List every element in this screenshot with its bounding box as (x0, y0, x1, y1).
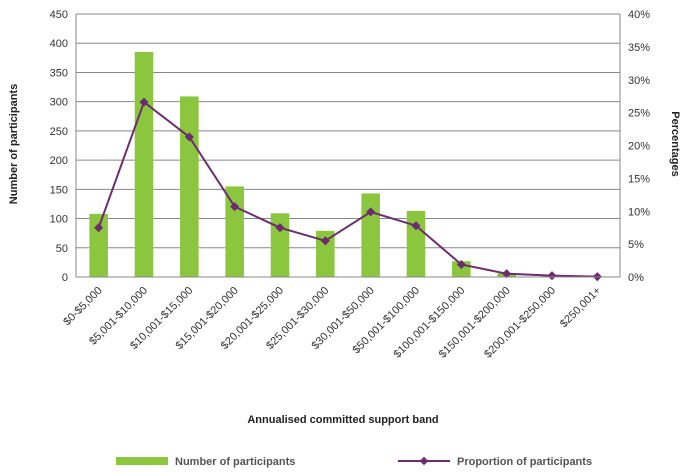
bar (225, 186, 244, 277)
y-tick-label: 0 (62, 272, 68, 284)
y2-tick-label: 15% (628, 173, 650, 185)
bar (361, 193, 380, 277)
y2-tick-label: 5% (628, 239, 644, 251)
y2-axis-tick-labels: 0% 5% 10% 15% 20% 25% 30% 35% 40% (628, 9, 650, 284)
x-tick-label: $250,001+ (558, 285, 603, 330)
legend: Number of participants Proportion of par… (116, 456, 592, 468)
y2-axis-title: Percentages (669, 111, 681, 176)
y2-tick-label: 10% (628, 206, 650, 218)
y2-tick-label: 20% (628, 141, 650, 153)
legend-bar-swatch (116, 457, 168, 465)
legend-bar-label: Number of participants (175, 456, 295, 468)
bar (180, 96, 199, 277)
y-axis-title: Number of participants (8, 84, 20, 204)
y2-tick-label: 0% (628, 272, 644, 284)
y-tick-label: 400 (50, 38, 68, 50)
line-point (139, 97, 149, 107)
bar (316, 230, 335, 277)
bar (89, 213, 108, 277)
legend-line-label: Proportion of participants (457, 456, 592, 468)
y-tick-label: 450 (50, 9, 68, 21)
legend-line-marker (419, 456, 429, 466)
y-tick-label: 300 (50, 97, 68, 109)
y2-tick-label: 25% (628, 108, 650, 120)
line-point (184, 132, 194, 142)
x-axis-tick-labels: $0-$5,000$5,001-$10,000$10,001-$15,000$1… (61, 285, 603, 361)
y-tick-label: 200 (50, 155, 68, 167)
bar (406, 210, 426, 277)
y-tick-label: 150 (50, 184, 68, 196)
y2-tick-label: 35% (628, 42, 650, 54)
y-tick-label: 350 (50, 67, 68, 79)
bar (270, 213, 290, 277)
bar (134, 51, 154, 277)
y-tick-label: 100 (50, 214, 68, 226)
line-point (94, 223, 104, 233)
y2-tick-label: 30% (628, 75, 650, 87)
line-point (547, 271, 557, 281)
axes (75, 14, 621, 278)
x-tick-label: $0-$5,000 (61, 285, 105, 329)
gridlines (76, 13, 620, 249)
y-tick-label: 250 (50, 126, 68, 138)
y-tick-label: 50 (56, 243, 68, 255)
line-point (230, 202, 240, 212)
bar-series (89, 51, 607, 277)
x-axis-title: Annualised committed support band (247, 414, 438, 426)
y-axis-tick-labels: 0 50 100 150 200 250 300 350 400 450 (50, 9, 68, 284)
series-line (97, 100, 598, 278)
y2-tick-label: 40% (628, 9, 650, 21)
